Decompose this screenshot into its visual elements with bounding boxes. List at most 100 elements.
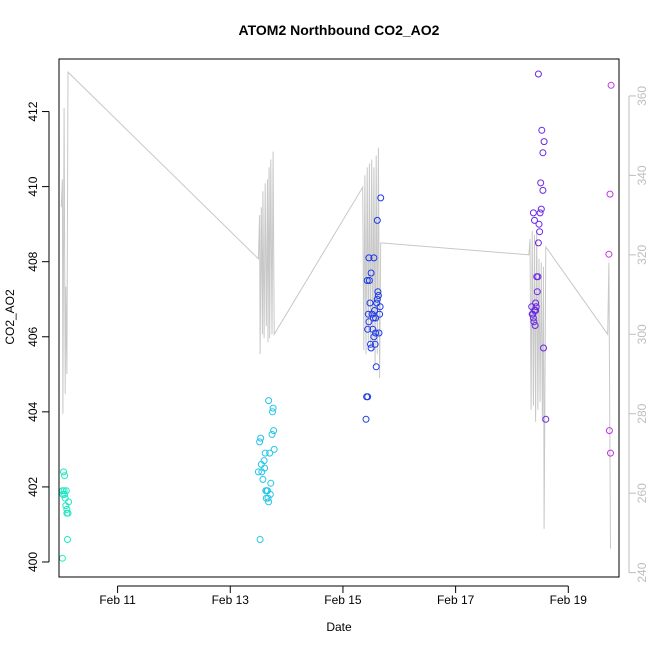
data-point-4 [537, 179, 545, 187]
data-point-4 [539, 186, 547, 194]
data-point-4 [534, 70, 542, 78]
data-point-3 [366, 299, 374, 307]
x-axis-label: Date [326, 620, 352, 634]
y-tick-label: 408 [26, 251, 40, 271]
data-point-3 [365, 277, 373, 284]
data-point-3 [365, 254, 373, 262]
data-point-2 [265, 498, 273, 506]
data-point-2 [256, 536, 264, 543]
data-point-3 [367, 344, 375, 352]
point-series [58, 70, 615, 562]
data-point-1 [61, 490, 69, 498]
data-point-3 [372, 363, 380, 371]
data-point-3 [376, 310, 384, 318]
data-point-3 [371, 307, 378, 314]
data-point-3 [377, 194, 385, 202]
x-tick-label: Feb 13 [212, 593, 250, 607]
data-point-3 [369, 314, 377, 322]
data-point-2 [263, 487, 271, 495]
y-tick-label: 404 [26, 401, 40, 421]
plot-frame [58, 58, 620, 578]
x-tick-label: Feb 11 [99, 593, 136, 607]
data-point-3 [374, 292, 382, 299]
data-point-2 [268, 430, 276, 438]
data-point-3 [373, 295, 381, 303]
data-point-4 [534, 239, 542, 247]
data-point-4 [529, 209, 537, 217]
data-point-2 [260, 457, 268, 465]
data-point-3 [372, 314, 380, 322]
data-point-2 [269, 404, 277, 412]
data-point-3 [367, 340, 374, 348]
data-point-2 [254, 468, 262, 476]
y2-tick-label: 240 [635, 562, 649, 582]
data-point-1 [64, 536, 71, 543]
chart-title: ATOM2 Northbound CO2_AO2 [239, 22, 440, 38]
data-point-3 [371, 340, 379, 348]
x-tick-label: Feb 15 [324, 593, 362, 607]
y2-tick-label: 260 [635, 483, 649, 503]
data-point-4 [536, 228, 544, 236]
data-point-4 [530, 318, 538, 326]
data-point-3 [370, 333, 378, 341]
x-tick-label: Feb 19 [550, 593, 588, 607]
data-point-4 [532, 307, 540, 314]
data-point-3 [364, 393, 372, 401]
data-point-1 [63, 505, 71, 513]
data-point-5 [607, 449, 614, 457]
data-point-1 [62, 487, 70, 495]
data-point-4 [537, 205, 545, 213]
y-tick-label: 402 [26, 477, 40, 497]
y-tick-label: 412 [26, 101, 40, 121]
data-point-3 [374, 288, 382, 296]
data-point-4 [540, 344, 547, 352]
data-point-3 [365, 318, 373, 326]
data-point-3 [363, 277, 371, 284]
x-tick-label: Feb 17 [437, 593, 475, 607]
data-point-4 [533, 288, 541, 296]
data-point-4 [534, 273, 542, 281]
data-point-2 [270, 445, 278, 453]
data-point-5 [605, 427, 613, 435]
y-tick-label: 410 [26, 176, 40, 196]
y2-tick-label: 340 [635, 165, 649, 185]
data-point-4 [532, 303, 540, 311]
data-point-5 [605, 250, 613, 258]
data-point-1 [65, 498, 73, 506]
data-point-5 [607, 81, 615, 89]
y2-tick-label: 280 [635, 403, 649, 423]
data-point-3 [375, 329, 383, 337]
data-point-1 [61, 472, 69, 480]
axes: Feb 11 Feb 13 Feb 15 Feb 17 Feb 19 400 402 404 4… [26, 86, 649, 607]
y2-tick-label: 300 [635, 324, 649, 344]
data-point-2 [257, 434, 265, 442]
y-tick-label: 406 [26, 326, 40, 346]
data-point-3 [367, 269, 375, 277]
data-point-2 [261, 449, 269, 457]
data-point-4 [540, 138, 548, 146]
data-point-3 [376, 303, 384, 311]
y-tick-label: 400 [26, 552, 40, 572]
y-axis-label: CO2_AO2 [3, 289, 17, 345]
data-point-3 [364, 325, 372, 333]
data-point-4 [542, 415, 550, 423]
data-point-4 [531, 216, 538, 224]
data-point-2 [264, 494, 272, 502]
data-point-3 [372, 329, 380, 337]
data-point-2 [261, 464, 269, 472]
y2-tick-label: 320 [635, 244, 649, 264]
data-point-4 [531, 322, 539, 329]
data-point-5 [606, 190, 614, 198]
data-point-3 [370, 254, 378, 262]
data-point-4 [536, 209, 544, 217]
data-point-1 [60, 468, 67, 476]
data-point-3 [364, 310, 372, 318]
data-point-2 [266, 449, 274, 457]
data-point-2 [265, 397, 273, 405]
data-point-4 [529, 314, 537, 322]
data-point-4 [532, 299, 540, 307]
data-point-4 [539, 149, 547, 157]
data-point-3 [362, 415, 370, 423]
